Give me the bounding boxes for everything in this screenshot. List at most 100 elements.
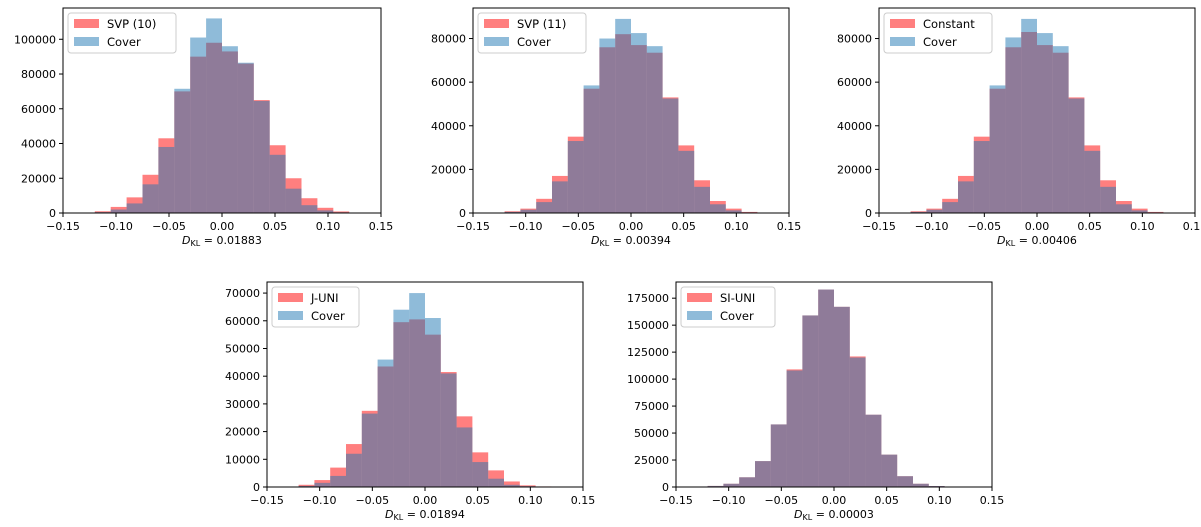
bar-cover-bin-5 xyxy=(330,475,346,487)
x-tick-label: 0.15 xyxy=(777,220,802,233)
bar-cover-bin-9 xyxy=(393,309,410,487)
bar-cover-bin-16 xyxy=(913,483,929,487)
x-tick-label: −0.15 xyxy=(46,220,80,233)
y-tick-label: 0 xyxy=(865,207,872,220)
y-tick-label: 100000 xyxy=(14,33,56,46)
bar-cover-bin-7 xyxy=(973,141,990,213)
series-2-bars xyxy=(78,18,366,214)
x-axis-label-sub: KL xyxy=(803,513,813,522)
bar-cover-bin-17 xyxy=(725,210,742,213)
x-axis-label-value: = 0.00394 xyxy=(609,234,671,247)
bar-cover-bin-4 xyxy=(314,482,331,487)
bar-cover-bin-8 xyxy=(989,85,1006,213)
legend-swatch xyxy=(74,19,99,28)
x-tick-label: 0.05 xyxy=(465,494,490,507)
legend-label: SI-UNI xyxy=(720,291,755,305)
x-axis-label: DKL = 0.01883 xyxy=(182,234,262,248)
bar-cover-bin-16 xyxy=(504,484,520,487)
histogram-panel-1: −0.15 −0.10 −0.05 0.00 0.05 0.10 0.15 0 20000 400… xyxy=(14,7,393,248)
legend-swatch xyxy=(484,19,509,28)
bar-cover-bin-3 xyxy=(504,211,521,213)
y-tick-label: 100000 xyxy=(627,373,669,386)
x-tick-label: 0.15 xyxy=(980,494,1005,507)
series-2-bars xyxy=(298,293,552,487)
bar-cover-bin-9 xyxy=(599,38,616,213)
legend-swatch xyxy=(484,37,509,46)
bar-cover-bin-3 xyxy=(910,211,927,213)
x-tick-label: 0.05 xyxy=(671,220,696,233)
legend-label: Cover xyxy=(107,35,141,49)
bar-cover-bin-11 xyxy=(1037,33,1053,213)
x-tick-label: 0.05 xyxy=(874,494,899,507)
y-tick-label: 80000 xyxy=(837,33,872,46)
bar-cover-bin-8 xyxy=(377,359,394,487)
bar-cover-bin-11 xyxy=(222,46,238,214)
x-tick-label: 0.00 xyxy=(413,494,438,507)
bar-cover-bin-12 xyxy=(646,46,663,214)
bar-cover-bin-4 xyxy=(520,209,537,213)
x-tick-label: −0.05 xyxy=(967,220,1001,233)
x-tick-label: −0.15 xyxy=(456,220,490,233)
bar-cover-bin-13 xyxy=(865,414,882,487)
y-tick-label: 20000 xyxy=(21,172,56,185)
x-axis-label-sub: KL xyxy=(394,513,404,522)
legend: SI-UNI Cover xyxy=(680,286,776,328)
x-tick-label: −0.10 xyxy=(99,220,133,233)
legend-swatch xyxy=(687,311,712,320)
x-tick-label: −0.10 xyxy=(712,494,746,507)
bar-cover-bin-11 xyxy=(425,318,441,487)
bar-cover-bin-5 xyxy=(739,477,755,487)
y-tick-label: 75000 xyxy=(634,400,669,413)
legend-label: Cover xyxy=(311,309,345,323)
y-tick-label: 175000 xyxy=(627,292,669,305)
legend-swatch xyxy=(74,37,99,46)
bar-cover-bin-5 xyxy=(536,202,552,213)
bar-cover-bin-14 xyxy=(1084,150,1101,213)
bar-cover-bin-10 xyxy=(1021,18,1037,214)
bar-cover-bin-7 xyxy=(158,146,175,213)
bar-cover-bin-8 xyxy=(786,370,803,487)
y-tick-label: 150000 xyxy=(627,319,669,332)
bar-stego-bin-3 xyxy=(94,211,111,213)
y-tick-label: 40000 xyxy=(837,120,872,133)
legend: Constant Cover xyxy=(883,12,993,54)
x-axis-label: DKL = 0.00406 xyxy=(997,234,1077,248)
y-tick-label: 20000 xyxy=(431,163,466,176)
y-tick-label: 20000 xyxy=(837,163,872,176)
x-tick-label: 0.10 xyxy=(724,220,749,233)
x-axis-label-var: D xyxy=(591,234,599,247)
x-axis-label-sub: KL xyxy=(191,239,201,248)
bar-cover-bin-9 xyxy=(1005,37,1022,213)
x-tick-label: 0.15 xyxy=(571,494,596,507)
series-2-bars xyxy=(488,18,774,214)
y-tick-label: 60000 xyxy=(837,76,872,89)
y-tick-label: 25000 xyxy=(634,454,669,467)
x-tick-label: −0.05 xyxy=(355,494,389,507)
legend: J-UNI Cover xyxy=(271,286,360,328)
bar-cover-bin-14 xyxy=(269,154,286,213)
x-axis-label-var: D xyxy=(182,234,190,247)
bar-stego-bin-18 xyxy=(333,211,350,213)
x-axis-label: DKL = 0.00394 xyxy=(591,234,671,248)
x-tick-label: −0.05 xyxy=(764,494,798,507)
y-tick-label: 40000 xyxy=(21,138,56,151)
x-axis-label: DKL = 0.01894 xyxy=(385,508,465,522)
bar-cover-bin-10 xyxy=(818,289,834,487)
histogram-panel-4: −0.15 −0.10 −0.05 0.00 0.05 0.10 0.15 0 10000 200… xyxy=(225,281,596,522)
bar-cover-bin-11 xyxy=(834,306,850,487)
legend-swatch xyxy=(278,311,303,320)
x-tick-label: −0.05 xyxy=(152,220,186,233)
bar-cover-bin-4 xyxy=(723,483,740,487)
x-tick-label: −0.05 xyxy=(561,220,595,233)
bar-cover-bin-14 xyxy=(881,454,898,487)
x-tick-label: 0.15 xyxy=(1183,220,1201,233)
bar-cover-bin-10 xyxy=(615,18,631,214)
x-tick-label: −0.15 xyxy=(659,494,693,507)
x-axis-label-value: = 0.00003 xyxy=(812,508,874,521)
bar-cover-bin-8 xyxy=(583,85,600,213)
y-tick-label: 50000 xyxy=(225,342,260,355)
x-tick-label: 0.00 xyxy=(210,220,235,233)
x-tick-label: −0.10 xyxy=(915,220,949,233)
legend-label: Cover xyxy=(517,35,551,49)
